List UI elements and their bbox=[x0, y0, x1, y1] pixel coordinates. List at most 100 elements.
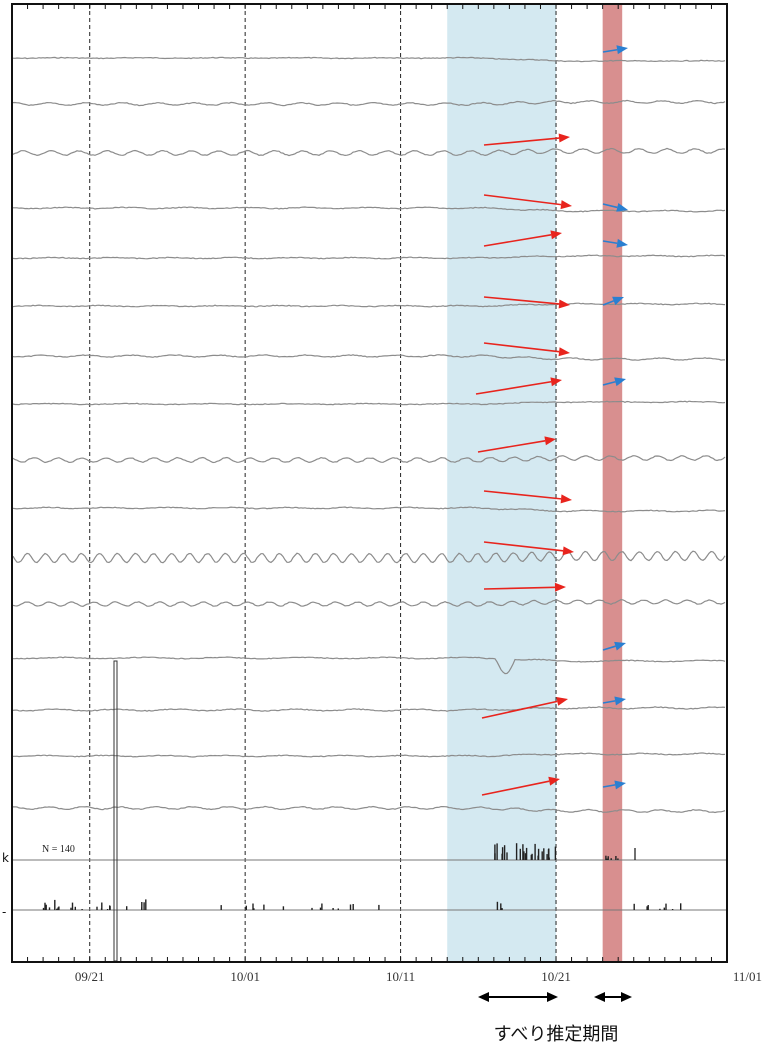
histogram-bar bbox=[56, 908, 58, 910]
histogram-bar bbox=[141, 902, 143, 910]
histogram-bar bbox=[44, 902, 46, 910]
red-arrow-7 bbox=[477, 436, 556, 453]
span-blue bbox=[447, 4, 557, 962]
red-arrow-1 bbox=[483, 133, 570, 146]
event-histograms bbox=[12, 660, 727, 962]
side-mark-upper: k bbox=[2, 851, 9, 865]
histogram-bar bbox=[253, 908, 255, 910]
x-tick-label: 10/21 bbox=[541, 969, 571, 984]
trace-line-8 bbox=[12, 400, 726, 406]
trace-line-3 bbox=[12, 147, 726, 157]
histogram-bar bbox=[615, 856, 617, 860]
histogram-bar bbox=[81, 909, 83, 910]
blue-arrow-4 bbox=[602, 296, 624, 306]
red-arrow-6 bbox=[475, 377, 562, 395]
trace-line-4 bbox=[13, 206, 726, 213]
histogram-bar bbox=[671, 909, 674, 910]
histogram-bar bbox=[311, 907, 313, 910]
histogram-bar bbox=[663, 907, 665, 910]
histogram-bar bbox=[496, 843, 498, 860]
histogram-bar bbox=[332, 908, 334, 910]
histogram-bar bbox=[500, 903, 502, 910]
histogram-bar bbox=[126, 906, 128, 910]
slip-period-brackets bbox=[478, 992, 632, 1002]
histogram-bar bbox=[534, 843, 536, 860]
histogram-bar bbox=[522, 844, 524, 860]
trace-line-16 bbox=[12, 805, 726, 814]
side-mark-lower: - bbox=[2, 905, 6, 919]
blue-arrow-8 bbox=[602, 780, 626, 790]
histogram-bar bbox=[633, 903, 635, 910]
histogram-bar bbox=[525, 847, 528, 860]
histogram-bar bbox=[647, 905, 649, 910]
histogram-bar bbox=[659, 908, 661, 910]
highlight-spans bbox=[447, 4, 623, 962]
histogram-bar bbox=[503, 845, 506, 860]
histogram-bar bbox=[71, 902, 74, 910]
histogram-bar bbox=[101, 902, 103, 910]
date-dashed-lines bbox=[89, 4, 557, 962]
histogram-bar bbox=[74, 906, 76, 910]
histogram-bar bbox=[42, 907, 45, 910]
histogram-bar bbox=[220, 905, 222, 910]
slip-period-bracket-1 bbox=[478, 992, 558, 1002]
trace-line-14 bbox=[12, 706, 726, 712]
histogram-bar bbox=[606, 858, 608, 860]
blue-arrow-7 bbox=[602, 696, 626, 706]
blue-arrow-5 bbox=[602, 377, 626, 387]
histogram-bar bbox=[54, 899, 56, 910]
histogram-bar bbox=[263, 904, 265, 910]
trace-line-11 bbox=[12, 550, 726, 564]
histogram-bar bbox=[537, 848, 540, 860]
histogram-bar bbox=[349, 904, 352, 910]
histogram-bar bbox=[494, 844, 496, 860]
red-arrow-8 bbox=[483, 490, 572, 504]
histogram-bar bbox=[531, 853, 533, 860]
histogram-bar bbox=[319, 907, 322, 910]
histogram-bar bbox=[524, 853, 527, 860]
histogram-bar bbox=[321, 903, 323, 910]
histogram-bar bbox=[501, 853, 503, 860]
histogram-bar bbox=[501, 847, 504, 860]
slip-period-caption: すべり推定期間 bbox=[494, 1024, 619, 1045]
histogram-bar bbox=[145, 899, 147, 910]
histogram-bar bbox=[48, 907, 51, 910]
histogram-bar bbox=[245, 905, 247, 910]
histogram-bar bbox=[646, 906, 648, 910]
histogram-bar bbox=[337, 908, 339, 910]
red-arrow-4 bbox=[483, 296, 570, 309]
histogram-bar bbox=[100, 908, 103, 910]
red-arrow-3 bbox=[483, 230, 562, 247]
histogram-bar bbox=[282, 906, 285, 910]
histogram-bar bbox=[537, 855, 539, 860]
histogram-bar bbox=[109, 905, 111, 910]
trace-line-12 bbox=[12, 598, 726, 608]
histogram-bar bbox=[501, 908, 503, 910]
span-red bbox=[602, 4, 623, 962]
red-arrow-2 bbox=[483, 194, 572, 210]
histogram-bar bbox=[143, 902, 145, 910]
histogram-bar bbox=[141, 907, 143, 910]
histogram-bar bbox=[665, 903, 667, 910]
histogram-bar bbox=[58, 906, 60, 910]
histogram-bar bbox=[541, 851, 543, 860]
red-arrow-11 bbox=[481, 696, 568, 719]
slip-period-bracket-2 bbox=[594, 992, 632, 1002]
x-tick-label: 09/21 bbox=[75, 969, 105, 984]
trace-line-9 bbox=[12, 455, 726, 464]
histogram-bar bbox=[496, 901, 499, 910]
trace-line-1 bbox=[12, 56, 726, 63]
red-arrow-9 bbox=[483, 541, 574, 556]
red-arrow-10 bbox=[483, 582, 566, 592]
event-count-note: N = 140 bbox=[42, 844, 75, 855]
histogram-bar bbox=[530, 854, 532, 860]
trace-line-5 bbox=[12, 254, 726, 260]
histogram-bar bbox=[378, 904, 380, 910]
trace-series bbox=[12, 56, 726, 814]
blue-arrow-6 bbox=[602, 641, 626, 651]
histogram-bar bbox=[680, 903, 682, 910]
x-tick-label: 11/01 bbox=[733, 969, 762, 984]
histogram-bar bbox=[610, 858, 612, 860]
histogram-bar bbox=[352, 904, 354, 910]
